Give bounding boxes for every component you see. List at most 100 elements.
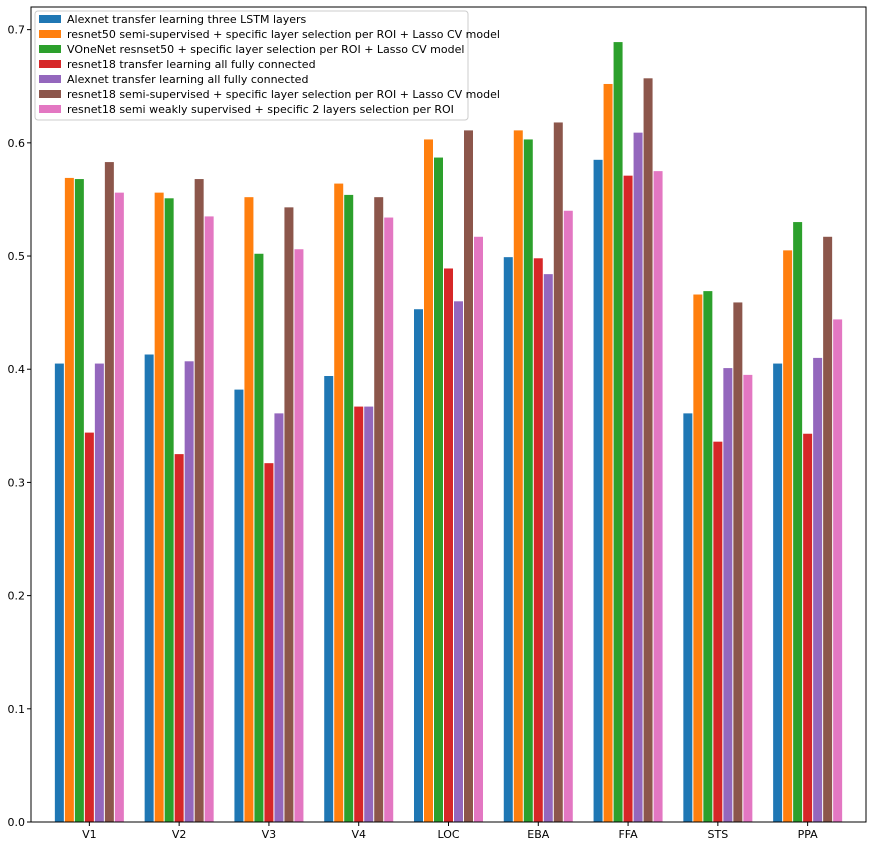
- bar: [244, 197, 254, 823]
- bar: [653, 171, 663, 822]
- legend: Alexnet transfer learning three LSTM lay…: [34, 10, 500, 121]
- bar: [114, 192, 124, 822]
- bar: [543, 274, 553, 822]
- bar: [424, 139, 433, 822]
- bar: [324, 376, 334, 822]
- bar: [264, 463, 274, 822]
- bar: [533, 258, 543, 822]
- bar: [803, 433, 813, 822]
- legend-swatch: [39, 15, 61, 23]
- bar: [503, 257, 513, 822]
- bar: [643, 78, 653, 822]
- x-tick-label: FFA: [618, 828, 638, 841]
- y-axis: 0.0 0.1 0.2 0.3 0.4 0.5 0.6 0.7: [8, 24, 31, 829]
- bar: [374, 197, 384, 823]
- bar: [783, 250, 793, 822]
- legend-swatch: [39, 45, 61, 53]
- x-tick-label: V4: [351, 828, 366, 841]
- bar: [703, 291, 713, 822]
- legend-label: Alexnet transfer learning three LSTM lay…: [67, 13, 307, 26]
- y-tick-label: 0.5: [8, 250, 26, 263]
- y-tick-label: 0.1: [8, 703, 26, 716]
- legend-box: [34, 10, 469, 121]
- bar: [773, 363, 783, 822]
- bar: [523, 139, 533, 822]
- x-tick-label: EBA: [527, 828, 549, 841]
- bar: [84, 432, 94, 822]
- legend-label: resnet18 semi-supervised + specific laye…: [67, 88, 500, 101]
- bar: [174, 454, 184, 822]
- bar: [334, 183, 344, 822]
- bar: [683, 413, 693, 822]
- bar: [603, 83, 613, 823]
- bar: [813, 357, 823, 822]
- bar: [434, 157, 443, 823]
- bar: [384, 217, 394, 823]
- bar: [563, 210, 573, 822]
- bar: [64, 177, 74, 823]
- bar: [414, 309, 423, 823]
- bar: [144, 354, 154, 822]
- bar: [713, 441, 723, 822]
- bar: [104, 162, 114, 822]
- bar: [274, 413, 284, 822]
- bar: [184, 361, 194, 822]
- bar: [204, 216, 214, 822]
- legend-swatch: [39, 30, 61, 38]
- x-tick-label: STS: [708, 828, 729, 841]
- bar: [194, 179, 204, 822]
- legend-swatch: [39, 90, 61, 98]
- bar: [833, 319, 843, 822]
- bar: [553, 122, 563, 822]
- legend-label: resnet50 semi-supervised + specific laye…: [67, 28, 500, 41]
- bar: [823, 236, 833, 822]
- bar: [284, 207, 294, 823]
- x-tick-label: PPA: [798, 828, 819, 841]
- x-tick-label: V2: [172, 828, 187, 841]
- bar: [254, 253, 264, 822]
- bar: [344, 194, 354, 822]
- bar: [154, 192, 164, 822]
- y-tick-label: 0.0: [8, 816, 26, 829]
- bar: [364, 406, 374, 822]
- bar: [633, 132, 643, 822]
- bars-layer: [54, 42, 843, 823]
- legend-label: resnet18 semi weakly supervised + specif…: [67, 103, 454, 116]
- x-axis: V1 V2 V3 V4 LOC EBA FFA STS PPA: [82, 822, 818, 841]
- bar: [733, 302, 743, 822]
- legend-swatch: [39, 75, 61, 83]
- bar: [444, 268, 453, 823]
- y-tick-label: 0.2: [8, 590, 26, 603]
- bar: [793, 222, 803, 822]
- bar: [294, 249, 304, 823]
- legend-swatch: [39, 60, 61, 68]
- bar: [743, 374, 753, 822]
- y-tick-label: 0.6: [8, 137, 26, 150]
- bar: [74, 179, 84, 822]
- bar: [354, 406, 364, 822]
- bar: [234, 389, 244, 822]
- bar: [164, 198, 174, 823]
- bar: [613, 42, 623, 822]
- y-tick-label: 0.7: [8, 24, 26, 37]
- x-tick-label: V1: [82, 828, 97, 841]
- bar: [464, 130, 473, 822]
- legend-label: resnet18 transfer learning all fully con…: [67, 58, 316, 71]
- x-tick-label: V3: [262, 828, 277, 841]
- bar: [593, 159, 603, 822]
- legend-swatch: [39, 105, 61, 113]
- y-tick-label: 0.3: [8, 476, 26, 489]
- bar: [94, 363, 104, 822]
- bar: [54, 363, 64, 822]
- y-tick-label: 0.4: [8, 363, 26, 376]
- legend-label: VOneNet resnset50 + specific layer selec…: [67, 43, 464, 56]
- bar: [623, 175, 633, 822]
- bar: [723, 368, 733, 822]
- bar: [454, 301, 463, 822]
- bar: [474, 236, 483, 822]
- x-tick-label: LOC: [437, 828, 459, 841]
- bar: [693, 294, 703, 822]
- legend-label: Alexnet transfer learning all fully conn…: [67, 73, 308, 86]
